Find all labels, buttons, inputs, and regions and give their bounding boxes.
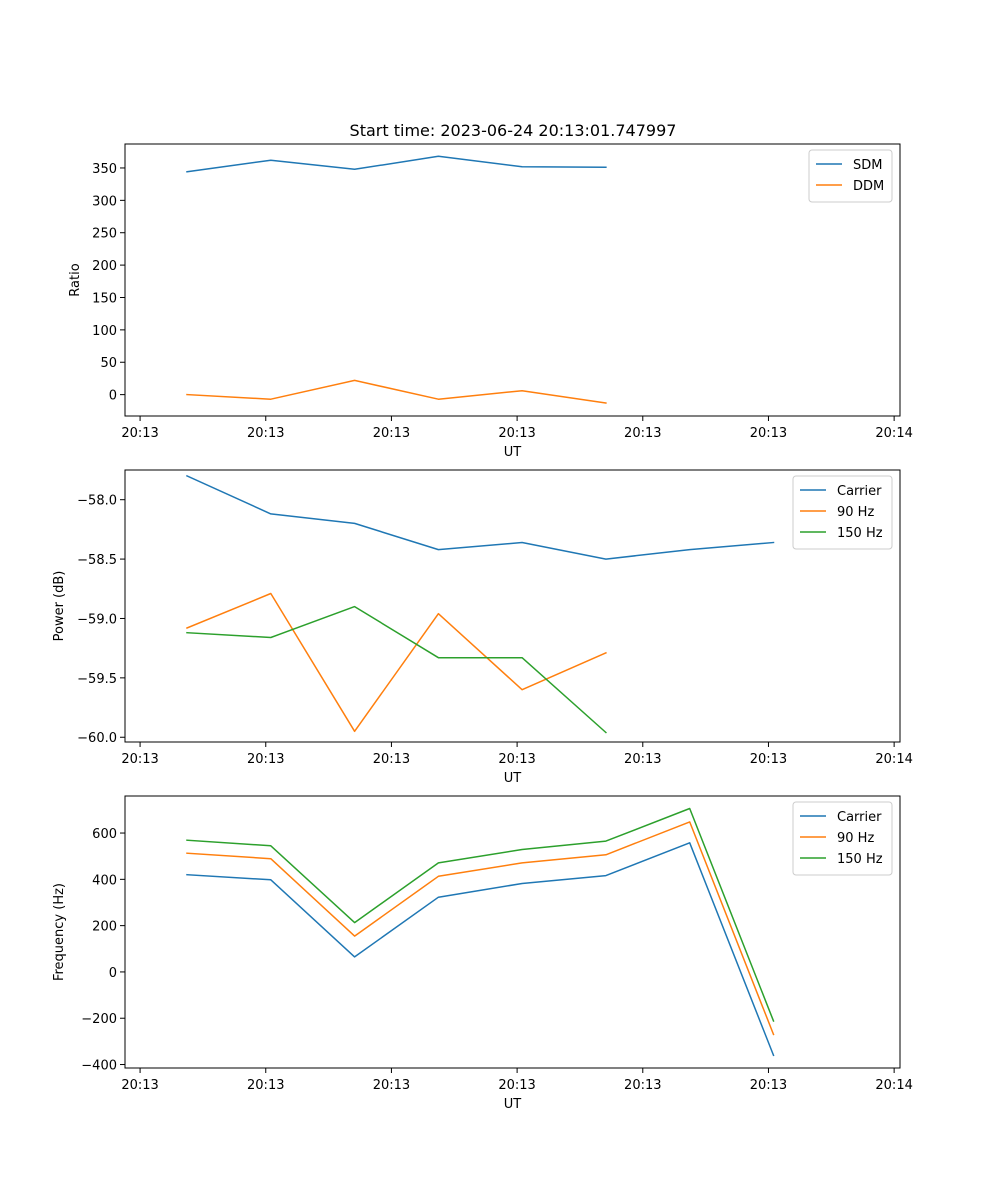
legend-box [792,475,893,550]
x-tick-label: 20:13 [750,752,787,767]
legend: Carrier 90 Hz 150 Hz [792,475,893,550]
series-line-carrier [186,474,775,560]
x-tick-label: 20:13 [121,1078,158,1093]
x-tick-label: 20:13 [750,1078,787,1093]
y-axis-label: Frequency (Hz) [52,883,67,981]
legend-label: 90 Hz [837,831,874,846]
y-axis-label: Power (dB) [52,571,67,642]
x-tick-label: 20:13 [247,1078,284,1093]
x-tick-label: 20:13 [498,426,535,441]
x-tick-label: 20:14 [875,1078,912,1093]
x-tick-label: 20:13 [373,426,410,441]
y-tick-label: 0 [109,389,117,404]
chart-title: Start time: 2023-06-24 20:13:01.747997 [350,121,677,140]
legend-label: DDM [853,179,884,194]
x-tick-label: 20:13 [624,1078,661,1093]
y-tick-label: 250 [92,227,117,242]
legend-label: 150 Hz [837,852,883,867]
x-axis-label: UT [504,1097,522,1112]
y-tick-label: 350 [92,162,117,177]
legend-box [808,149,893,203]
y-tick-label: 300 [92,194,117,209]
legend-label: Carrier [837,810,882,825]
y-tick-label: −60.0 [77,731,117,746]
y-tick-label: −200 [81,1012,117,1027]
x-axis-label: UT [504,445,522,460]
x-tick-label: 20:13 [750,426,787,441]
x-tick-label: 20:13 [498,752,535,767]
series-line-90-hz [186,821,775,1036]
y-tick-label: 600 [92,827,117,842]
legend: SDM DDM [808,149,893,203]
series-line-90-hz [187,594,774,732]
y-tick-label: −58.0 [77,494,117,509]
chart-panel-1: 20:13 20:13 20:13 20:13 20:13 20:13 20:14 0 50 10… [68,143,913,460]
axes-frame [124,795,901,1069]
x-tick-label: 20:14 [875,426,912,441]
x-tick-label: 20:13 [247,752,284,767]
x-axis-label: UT [504,771,522,786]
x-tick-label: 20:13 [121,426,158,441]
legend: Carrier 90 Hz 150 Hz [792,801,893,876]
x-tick-label: 20:13 [373,1078,410,1093]
axes-frame [124,469,901,743]
legend-box [792,801,893,876]
y-tick-label: 150 [92,291,117,306]
legend-label: Carrier [837,484,882,499]
series-line-150-hz [187,607,774,733]
x-tick-label: 20:13 [624,752,661,767]
y-tick-label: 100 [92,324,117,339]
y-axis-label: Ratio [68,263,83,296]
chart-panel-2: 20:13 20:13 20:13 20:13 20:13 20:13 20:14 −60.0… [52,469,913,786]
y-tick-label: 400 [92,873,117,888]
y-tick-label: −58.5 [77,553,117,568]
x-tick-label: 20:13 [624,426,661,441]
x-tick-label: 20:13 [121,752,158,767]
y-tick-label: −59.0 [77,612,117,627]
y-tick-label: 50 [100,356,117,371]
x-tick-label: 20:13 [498,1078,535,1093]
axes-frame [124,143,901,417]
series-line-carrier [186,842,775,1057]
x-tick-label: 20:13 [373,752,410,767]
legend-label: SDM [853,158,882,173]
series-line-ddm [187,380,774,403]
chart-panel-3: 20:13 20:13 20:13 20:13 20:13 20:13 20:14 −400 −… [52,795,913,1112]
y-tick-label: 200 [92,920,117,935]
series-line-150-hz [186,807,775,1022]
legend-label: 150 Hz [837,526,883,541]
series-line-sdm [187,156,774,172]
y-tick-label: −400 [81,1059,117,1074]
x-tick-label: 20:13 [247,426,284,441]
x-tick-label: 20:14 [875,752,912,767]
y-tick-label: 0 [109,966,117,981]
y-tick-label: 200 [92,259,117,274]
legend-label: 90 Hz [837,505,874,520]
y-tick-label: −59.5 [77,672,117,687]
